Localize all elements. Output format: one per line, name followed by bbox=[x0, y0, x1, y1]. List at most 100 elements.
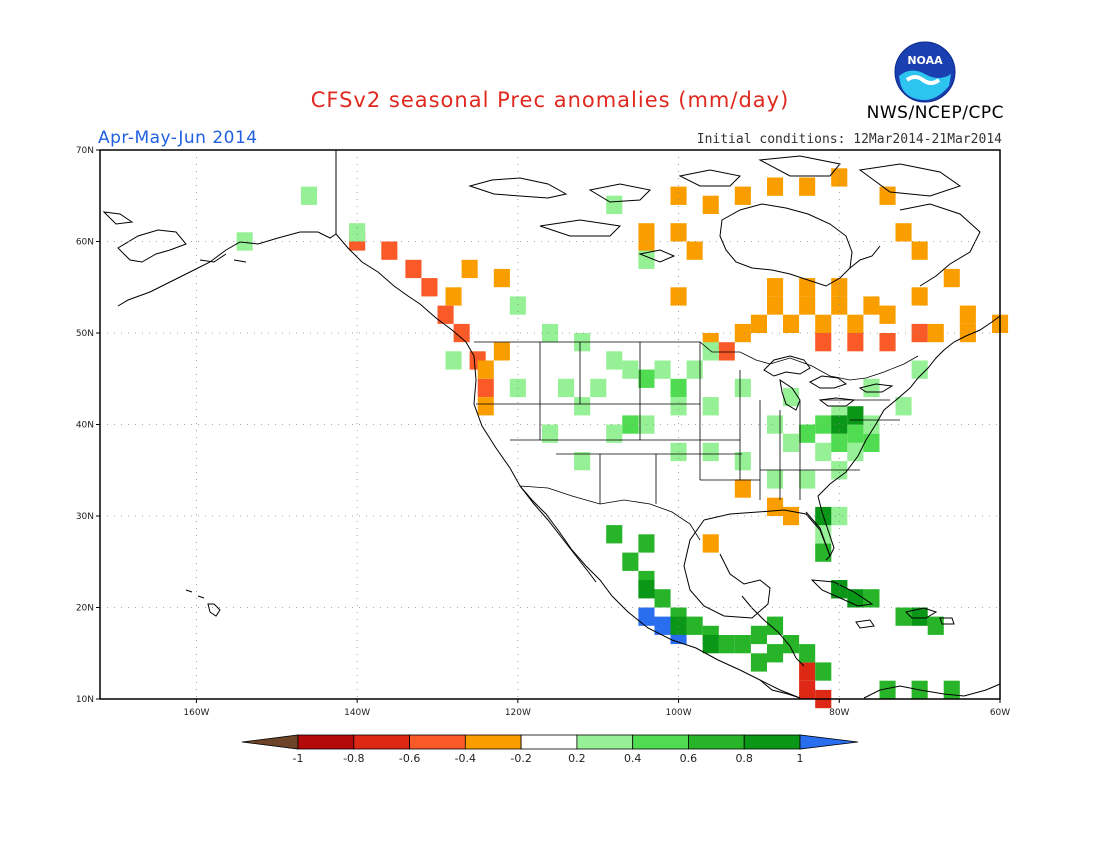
anomaly-cell bbox=[927, 616, 944, 635]
anomaly-cell bbox=[815, 662, 832, 681]
anomaly-cell bbox=[606, 351, 623, 370]
anomaly-cell bbox=[767, 497, 784, 516]
anomaly-cell bbox=[799, 644, 816, 663]
anomaly-cell bbox=[847, 314, 864, 333]
anomaly-cell bbox=[799, 662, 816, 681]
anomaly-cell bbox=[493, 268, 510, 288]
anomaly-cell bbox=[670, 186, 687, 205]
svg-text:NOAA: NOAA bbox=[907, 54, 943, 67]
colorbar-extend-low bbox=[241, 734, 299, 750]
anomaly-cell bbox=[670, 287, 687, 306]
anomaly-cell bbox=[654, 616, 671, 635]
colorbar-swatch bbox=[743, 734, 801, 750]
noaa-logo: NOAA bbox=[894, 41, 956, 103]
anomaly-cell bbox=[654, 360, 671, 379]
anomaly-cell bbox=[863, 296, 880, 315]
anomaly-cell bbox=[622, 552, 639, 571]
anomaly-cell bbox=[750, 653, 767, 672]
anomaly-cell bbox=[943, 268, 960, 288]
anomaly-cell bbox=[847, 406, 864, 425]
axis-labels: 160W 140W 120W 100W 80W 60W 70N 60N 50N 40N 30N 20N… bbox=[76, 146, 1010, 718]
anomaly-cell bbox=[702, 635, 719, 654]
colorbar-swatch bbox=[464, 734, 522, 750]
anomaly-cell bbox=[718, 342, 735, 361]
lat-tick-label: 10N bbox=[76, 695, 94, 705]
anomaly-cell bbox=[461, 259, 478, 279]
anomaly-cell bbox=[767, 177, 784, 196]
anomaly-cell bbox=[734, 378, 751, 398]
colorbar-label: 0.8 bbox=[735, 752, 753, 765]
colorbar-swatch bbox=[576, 734, 634, 750]
anomaly-cell bbox=[718, 635, 735, 654]
anomaly-cell bbox=[670, 378, 687, 398]
anomaly-cell bbox=[863, 378, 880, 398]
anomaly-cell bbox=[831, 433, 848, 452]
anomaly-cell bbox=[895, 223, 912, 242]
anomaly-cell bbox=[509, 296, 526, 315]
anomaly-cell bbox=[783, 506, 800, 526]
colorbar-swatch bbox=[297, 734, 355, 750]
colorbar-label: 0.2 bbox=[568, 752, 586, 765]
anomaly-cell bbox=[767, 616, 784, 635]
colorbar-label: 1 bbox=[797, 752, 804, 765]
anomaly-cell bbox=[734, 635, 751, 654]
anomaly-cell bbox=[686, 241, 703, 260]
anomaly-cell bbox=[477, 397, 494, 416]
anomaly-cell bbox=[750, 314, 767, 333]
lon-tick-label: 100W bbox=[666, 708, 692, 718]
anomaly-cell bbox=[542, 323, 559, 343]
anomaly-cell bbox=[638, 607, 655, 626]
anomaly-cell bbox=[702, 397, 719, 416]
anomaly-cell bbox=[702, 442, 719, 462]
colorbar-swatch bbox=[632, 734, 689, 750]
anomaly-cell bbox=[686, 360, 703, 379]
anomaly-cell bbox=[638, 223, 655, 242]
lon-tick-label: 80W bbox=[829, 708, 849, 718]
anomaly-cell bbox=[542, 424, 559, 443]
anomaly-cell bbox=[879, 186, 896, 205]
lat-tick-label: 40N bbox=[76, 421, 94, 431]
anomaly-cell bbox=[750, 625, 767, 645]
anomaly-cell bbox=[911, 607, 928, 626]
anomaly-cell bbox=[767, 415, 784, 434]
anomaly-cell bbox=[799, 424, 816, 443]
anomaly-cell bbox=[702, 195, 719, 214]
anomaly-cell bbox=[767, 296, 784, 315]
anomaly-cell bbox=[799, 680, 816, 699]
anomaly-cell bbox=[831, 506, 848, 526]
anomaly-cell bbox=[831, 168, 848, 187]
anomaly-cell bbox=[911, 241, 928, 260]
anomaly-cell bbox=[831, 580, 848, 599]
anomaly-cell bbox=[654, 589, 671, 608]
anomaly-cell bbox=[622, 415, 639, 434]
anomaly-cell bbox=[574, 397, 591, 416]
coastlines bbox=[102, 150, 1001, 699]
anomaly-cell bbox=[493, 342, 510, 361]
anomaly-cell bbox=[767, 278, 784, 297]
anomaly-cell bbox=[236, 232, 253, 251]
colorbar-swatch bbox=[353, 734, 410, 750]
anomaly-cell bbox=[831, 296, 848, 315]
anomaly-cell bbox=[959, 305, 976, 324]
anomaly-cell bbox=[670, 616, 687, 635]
anomaly-cell bbox=[799, 296, 816, 315]
anomaly-cell bbox=[863, 589, 880, 608]
anomaly-cell bbox=[943, 680, 960, 699]
agency-label: NWS/NCEP/CPC bbox=[866, 103, 1004, 123]
colorbar-label: -0.8 bbox=[343, 752, 364, 765]
anomaly-cell bbox=[895, 607, 912, 626]
anomaly-cell bbox=[767, 644, 784, 663]
anomaly-cell bbox=[405, 259, 422, 279]
anomaly-cell bbox=[831, 278, 848, 297]
initial-conditions-label: Initial conditions: 12Mar2014-21Mar2014 bbox=[696, 132, 1002, 147]
colorbar-swatch bbox=[409, 734, 466, 750]
anomaly-cell bbox=[879, 333, 896, 352]
anomaly-cells bbox=[236, 168, 1009, 709]
anomaly-cell bbox=[799, 470, 816, 489]
anomaly-cell bbox=[815, 314, 832, 333]
anomaly-cell bbox=[911, 287, 928, 306]
anomaly-cell bbox=[558, 378, 575, 398]
anomaly-cell bbox=[477, 378, 494, 398]
colorbar-label: -1 bbox=[293, 752, 304, 765]
colorbar-label: 0.4 bbox=[624, 752, 642, 765]
